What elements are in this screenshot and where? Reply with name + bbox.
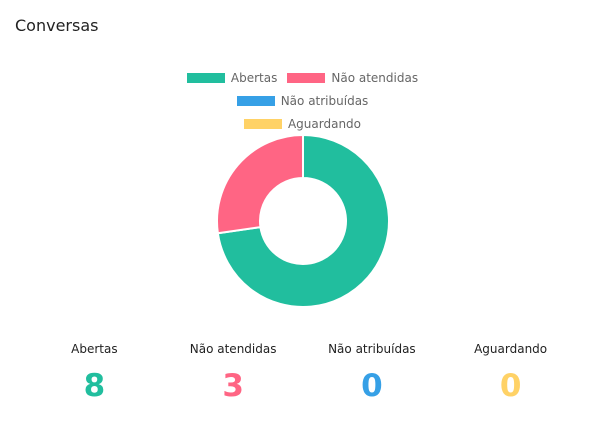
stat-value-nao-atendidas: 3 (222, 368, 244, 404)
stat-aguardando: Aguardando 0 (441, 342, 580, 406)
legend-item-nao-atendidas[interactable]: Não atendidas (287, 71, 418, 85)
donut-chart (216, 133, 390, 308)
legend-item-abertas[interactable]: Abertas (186, 70, 278, 85)
card-title: Conversas (15, 16, 99, 35)
legend-row: Não atribuídas (0, 89, 605, 112)
stat-value-aguardando: 0 (499, 368, 522, 404)
stats-row: Abertas 8 Não atendidas 3 Não atribuídas… (25, 342, 580, 406)
legend-swatch-aguardando (243, 118, 282, 129)
donut-slice-abertas[interactable] (216, 133, 390, 308)
stat-label-aguardando: Aguardando (474, 342, 548, 356)
legend-swatch-nao-atendidas (287, 72, 326, 83)
legend-row: Aguardando (0, 112, 605, 135)
donut-slice-nao-atendidas[interactable] (216, 133, 304, 235)
legend-label-aguardando: Aguardando (287, 116, 362, 131)
legend-item-nao-atribuidas[interactable]: Não atribuídas (236, 93, 369, 108)
legend-swatch-abertas (186, 72, 225, 83)
stat-label-abertas: Abertas (71, 342, 118, 356)
legend-label-nao-atribuidas: Não atribuídas (280, 93, 369, 108)
chart-legend: Abertas Não atendidas Não atribuídas Agu… (0, 66, 605, 135)
legend-label-nao-atendidas: Não atendidas (331, 70, 419, 85)
stat-nao-atribuidas: Não atribuídas 0 (303, 342, 442, 406)
legend-item-aguardando[interactable]: Aguardando (243, 116, 362, 131)
stat-abertas: Abertas 8 (25, 342, 164, 406)
stat-label-nao-atribuidas: Não atribuídas (328, 342, 416, 356)
legend-row: Abertas Não atendidas (0, 66, 605, 89)
stat-label-nao-atendidas: Não atendidas (189, 342, 277, 356)
stat-value-abertas: 8 (83, 368, 106, 404)
stat-nao-atendidas: Não atendidas 3 (164, 342, 303, 406)
stat-value-nao-atribuidas: 0 (361, 368, 383, 404)
legend-label-abertas: Abertas (230, 70, 278, 85)
legend-swatch-nao-atribuidas (236, 95, 275, 106)
